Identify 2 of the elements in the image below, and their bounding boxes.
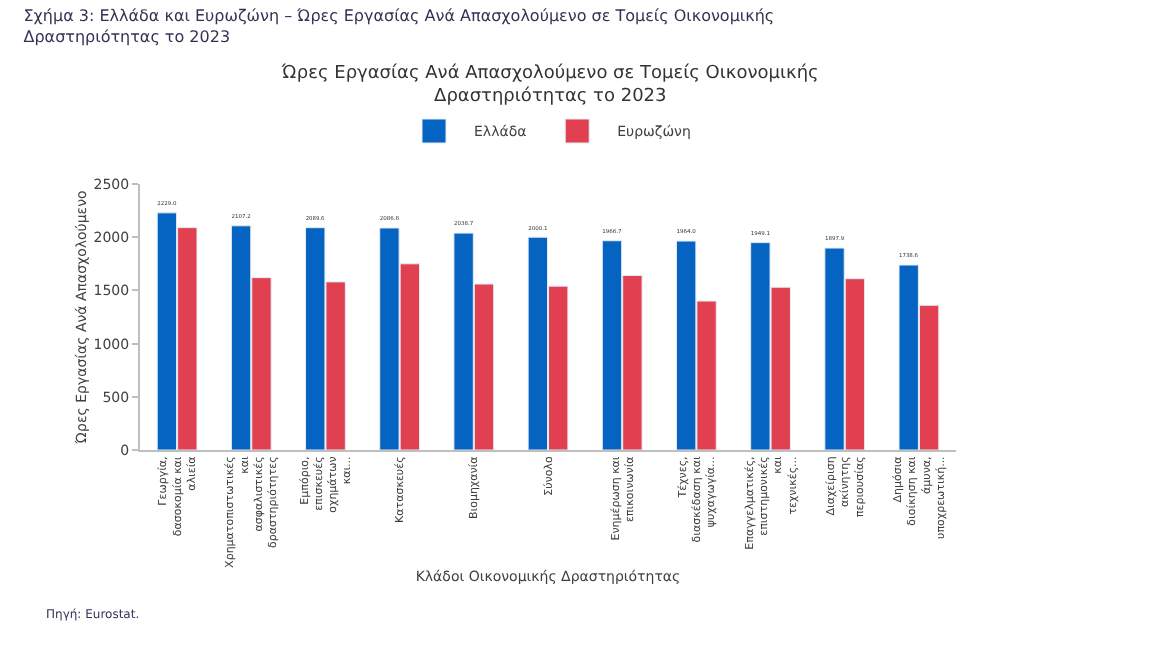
chart-subtitle: Ώρες Εργασίας Ανά Απασχολούμενο σε Τομείς Οικονομικής Δραστηριότητας το 2023 (280, 62, 819, 108)
chart-title: Σχήμα 3: Ελλάδα και Ευρωζώνη – Ώρες Εργασίας Ανά Απασχολούμενο σε Τομείς Οικονομικής Δραστηριότητας το 2023 (23, 6, 775, 46)
